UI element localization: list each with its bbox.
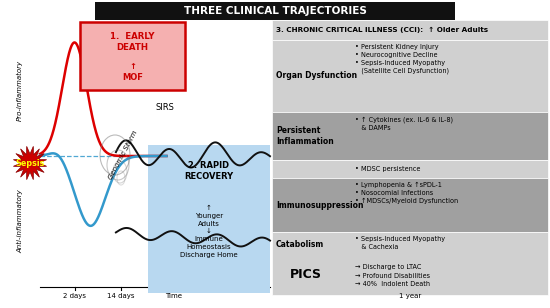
Text: 3. CHRONIC CRITICAL ILLNESS (CCI):  ↑ Older Adults: 3. CHRONIC CRITICAL ILLNESS (CCI): ↑ Old… xyxy=(276,27,488,33)
Bar xyxy=(148,145,270,293)
Text: • ↑ Cytokines (ex. IL-6 & IL-8)
   & DAMPs: • ↑ Cytokines (ex. IL-6 & IL-8) & DAMPs xyxy=(355,116,453,131)
Text: Time: Time xyxy=(165,293,182,299)
Bar xyxy=(272,232,548,295)
Text: • MDSC persistence: • MDSC persistence xyxy=(355,166,420,172)
Bar xyxy=(272,40,548,112)
Bar xyxy=(272,160,548,178)
Text: • Persistent Kidney Injury
• Neurocognitive Decline
• Sepsis-Induced Myopathy
  : • Persistent Kidney Injury • Neurocognit… xyxy=(355,44,449,75)
Text: SIRS: SIRS xyxy=(155,103,174,111)
Text: Genomic Storm: Genomic Storm xyxy=(108,129,139,180)
Text: Immunosuppression: Immunosuppression xyxy=(276,201,364,209)
Text: Persistent
Inflammation: Persistent Inflammation xyxy=(276,126,334,146)
Text: Pro-inflammatory: Pro-inflammatory xyxy=(17,60,23,121)
Bar xyxy=(95,2,455,20)
Polygon shape xyxy=(13,146,47,180)
Text: Sepsis: Sepsis xyxy=(15,159,45,168)
Text: 14 days: 14 days xyxy=(107,293,134,299)
Text: ↑
MOF: ↑ MOF xyxy=(122,62,143,82)
Text: Organ Dysfunction: Organ Dysfunction xyxy=(276,71,357,80)
Text: 1.  EARLY
DEATH: 1. EARLY DEATH xyxy=(110,32,155,52)
Text: 2 days: 2 days xyxy=(63,293,86,299)
Text: → Discharge to LTAC
→ Profound Disabilities
→ 40%  Indolent Death: → Discharge to LTAC → Profound Disabilit… xyxy=(355,264,430,287)
Bar xyxy=(272,20,548,40)
Bar xyxy=(272,112,548,160)
Bar xyxy=(80,22,185,90)
Text: Catabolism: Catabolism xyxy=(276,240,324,249)
Text: • Sepsis-Induced Myopathy
   & Cachexia: • Sepsis-Induced Myopathy & Cachexia xyxy=(355,236,445,250)
Text: ↑
Younger
Adults
↓
Immune
Homeostasis
Discharge Home: ↑ Younger Adults ↓ Immune Homeostasis Di… xyxy=(180,205,238,257)
Text: 2. RAPID
RECOVERY: 2. RAPID RECOVERY xyxy=(184,161,234,181)
Text: 1 year: 1 year xyxy=(399,293,421,299)
Text: Anti-inflammatory: Anti-inflammatory xyxy=(17,190,23,253)
Text: THREE CLINICAL TRAJECTORIES: THREE CLINICAL TRAJECTORIES xyxy=(184,6,366,16)
Text: PICS: PICS xyxy=(290,268,322,281)
Text: • Lymphopenia & ↑sPDL-1
• Nosocomial Infections
• ↑MDSCs/Myeloid Dysfunction: • Lymphopenia & ↑sPDL-1 • Nosocomial Inf… xyxy=(355,182,458,204)
Bar xyxy=(272,178,548,232)
